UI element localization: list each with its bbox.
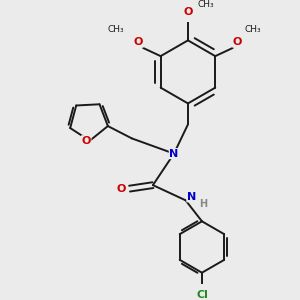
Text: CH₃: CH₃	[197, 0, 214, 9]
Text: O: O	[134, 37, 143, 47]
Text: O: O	[117, 184, 126, 194]
Text: O: O	[233, 37, 242, 47]
Text: N: N	[169, 148, 178, 159]
Text: H: H	[200, 199, 208, 209]
Text: O: O	[183, 7, 193, 17]
Text: O: O	[82, 136, 91, 146]
Text: N: N	[187, 192, 196, 202]
Text: CH₃: CH₃	[108, 25, 124, 34]
Text: CH₃: CH₃	[244, 25, 261, 34]
Text: Cl: Cl	[196, 290, 208, 300]
